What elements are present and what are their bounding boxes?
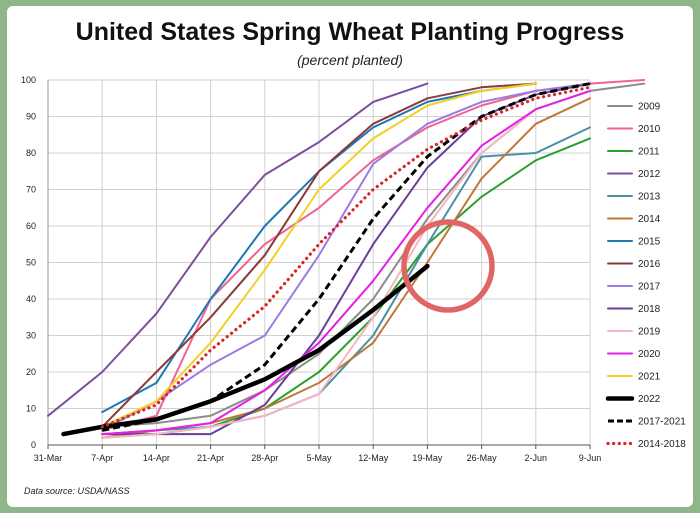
legend-label: 2011 — [638, 147, 660, 158]
series-line-2022 — [61, 263, 430, 437]
y-tick-label: 60 — [26, 221, 36, 231]
series-line-2021 — [101, 82, 537, 428]
data-source-note: Data source: USDA/NASS — [24, 486, 130, 496]
x-tick-label: 5-May — [306, 453, 332, 463]
series-line-2017-2021 — [101, 82, 591, 432]
x-tick-label: 21-Apr — [197, 453, 224, 463]
legend-label: 2014-2018 — [638, 439, 686, 450]
axes: 0 10 20 30 40 50 60 70 80 90 100 31-Mar 7-Apr 14-Apr 2… — [21, 75, 601, 463]
x-tick-label: 2-Jun — [525, 453, 548, 463]
x-tick-label: 9-Jun — [579, 453, 602, 463]
series-line-2014-2018 — [100, 85, 592, 429]
series-line-2017 — [101, 82, 591, 432]
y-tick-label: 90 — [26, 112, 36, 122]
legend-label: 2014 — [638, 214, 661, 225]
y-tick-label: 30 — [26, 331, 36, 341]
x-tick-label: 26-May — [467, 453, 498, 463]
y-tick-label: 20 — [26, 367, 36, 377]
x-tick-label: 31-Mar — [34, 453, 63, 463]
legend-label: 2018 — [638, 304, 661, 315]
legend: 2009 2010 2011 2012 2013 2014 2015 2016 2017 2018… — [605, 102, 686, 450]
y-tick-label: 0 — [31, 440, 36, 450]
series-line-2013 — [101, 126, 591, 436]
legend-label: 2017-2021 — [638, 417, 686, 428]
series-line-2019 — [101, 89, 591, 439]
y-tick-label: 100 — [21, 75, 36, 85]
legend-label: 2022 — [638, 394, 661, 405]
x-tick-label: 14-Apr — [143, 453, 170, 463]
legend-label: 2020 — [638, 349, 661, 360]
x-tick-label: 7-Apr — [91, 453, 113, 463]
legend-label: 2019 — [638, 327, 661, 338]
series-line-2012 — [47, 82, 429, 417]
legend-label: 2013 — [638, 192, 661, 203]
series-line-2016 — [101, 82, 537, 428]
legend-label: 2012 — [638, 169, 661, 180]
legend-label: 2021 — [638, 372, 661, 383]
x-tick-label: 19-May — [412, 453, 443, 463]
gridlines — [47, 79, 591, 446]
y-tick-label: 70 — [26, 185, 36, 195]
legend-label: 2016 — [638, 259, 661, 270]
x-tick-label: 12-May — [358, 453, 389, 463]
y-tick-label: 80 — [26, 148, 36, 158]
chart-subtitle: (percent planted) — [297, 52, 403, 68]
y-tick-label: 40 — [26, 294, 36, 304]
annotations — [401, 219, 495, 313]
legend-label: 2010 — [638, 124, 661, 135]
legend-label: 2015 — [638, 237, 661, 248]
chart-title: United States Spring Wheat Planting Prog… — [75, 18, 625, 46]
legend-label: 2017 — [638, 282, 661, 293]
series-line-2018 — [101, 82, 591, 436]
x-tick-label: 28-Apr — [251, 453, 278, 463]
series-line-2020 — [101, 89, 591, 436]
y-tick-label: 10 — [26, 404, 36, 414]
series-lines — [47, 79, 646, 439]
highlight-circle — [401, 219, 495, 313]
y-tick-label: 50 — [26, 258, 36, 268]
legend-label: 2009 — [638, 102, 661, 113]
